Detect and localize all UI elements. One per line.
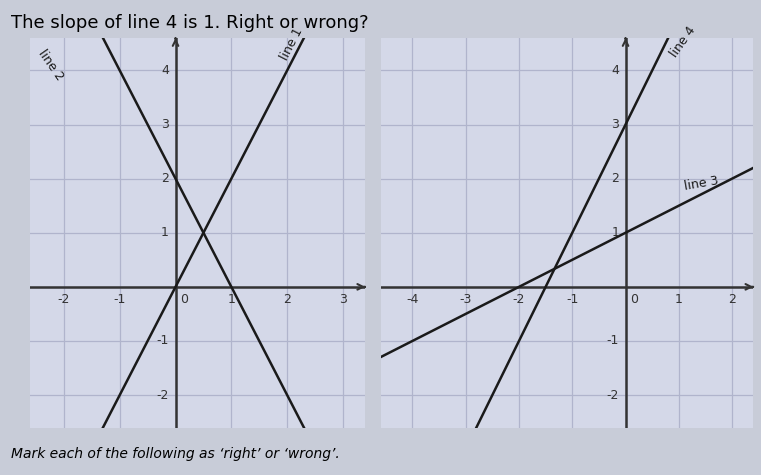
Text: The slope of line 4 is 1. Right or wrong?: The slope of line 4 is 1. Right or wrong… [11, 14, 369, 32]
Text: 2: 2 [161, 172, 169, 185]
Text: 4: 4 [611, 64, 619, 77]
Text: -1: -1 [157, 334, 169, 347]
Text: -2: -2 [157, 389, 169, 401]
Text: 0: 0 [180, 294, 188, 306]
Text: 1: 1 [161, 226, 169, 239]
Text: 2: 2 [728, 294, 736, 306]
Text: -3: -3 [460, 294, 472, 306]
Text: 1: 1 [611, 226, 619, 239]
Text: -1: -1 [113, 294, 126, 306]
Text: -4: -4 [406, 294, 419, 306]
Text: 1: 1 [675, 294, 683, 306]
Text: -1: -1 [607, 334, 619, 347]
Text: 4: 4 [161, 64, 169, 77]
Text: Mark each of the following as ‘right’ or ‘wrong’.: Mark each of the following as ‘right’ or… [11, 447, 340, 461]
Text: line 1: line 1 [279, 26, 306, 62]
Text: line 3: line 3 [683, 174, 719, 193]
Text: 0: 0 [630, 294, 638, 306]
Text: 2: 2 [283, 294, 291, 306]
Text: 1: 1 [228, 294, 235, 306]
Text: -2: -2 [607, 389, 619, 401]
Text: 3: 3 [611, 118, 619, 131]
Text: 2: 2 [611, 172, 619, 185]
Text: line 4: line 4 [668, 24, 699, 60]
Text: -2: -2 [513, 294, 525, 306]
Text: line 2: line 2 [36, 47, 66, 83]
Text: -2: -2 [58, 294, 70, 306]
Text: -1: -1 [566, 294, 578, 306]
Text: 3: 3 [339, 294, 347, 306]
Text: 3: 3 [161, 118, 169, 131]
